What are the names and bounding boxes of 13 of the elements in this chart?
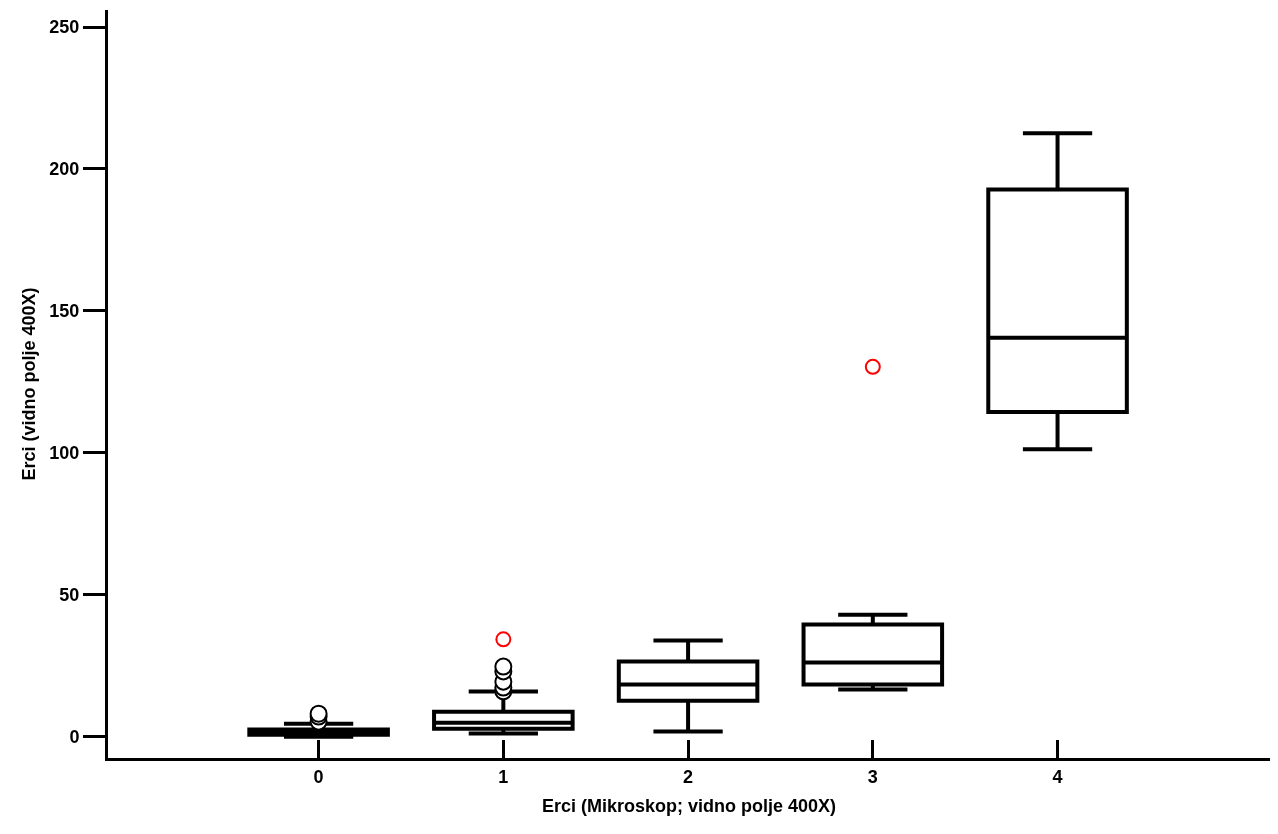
y-tick-label: 100 <box>49 443 80 464</box>
y-tick-label: 0 <box>69 727 80 748</box>
y-tick-label: 50 <box>59 585 80 606</box>
x-tick-label: 3 <box>867 766 878 787</box>
y-axis-title: Erci (vidno polje 400X) <box>18 287 39 481</box>
x-tick-label: 2 <box>683 766 694 787</box>
x-tick-label: 1 <box>498 766 509 787</box>
x-tick-label: 4 <box>1052 766 1063 787</box>
y-tick-label: 150 <box>49 301 80 322</box>
x-axis-title: Erci (Mikroskop; vidno polje 400X) <box>541 795 837 816</box>
x-tick-label: 0 <box>313 766 324 787</box>
y-tick-label: 250 <box>49 17 80 38</box>
y-tick-label: 200 <box>49 159 80 180</box>
